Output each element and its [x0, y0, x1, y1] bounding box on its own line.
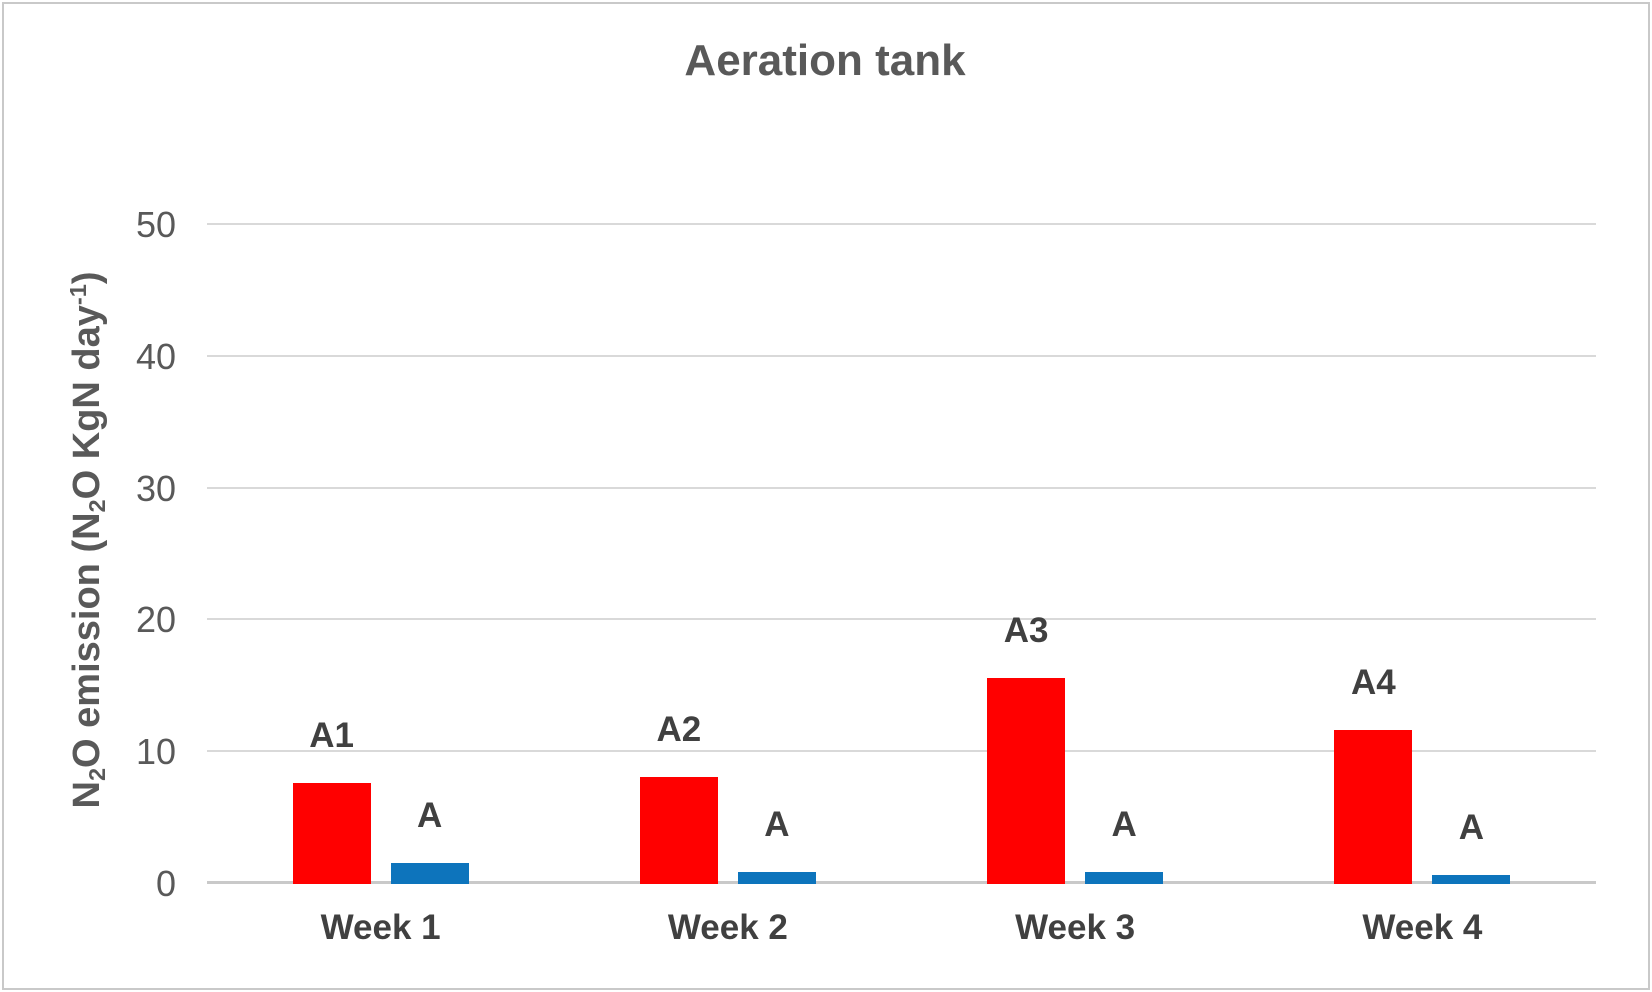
y-tick-label: 0 [155, 863, 176, 904]
chart-title: Aeration tank [684, 36, 966, 85]
x-axis-label: Week 4 [1362, 908, 1483, 947]
bar-label: A [1111, 805, 1137, 844]
bar-label: A3 [1003, 611, 1049, 650]
y-axis-title-segment: ) [66, 271, 109, 285]
gridline [207, 750, 1596, 753]
bar-blue-week-1 [390, 863, 469, 884]
gridline [207, 486, 1596, 489]
x-axis-label: Week 3 [1015, 908, 1136, 947]
y-axis-title-segment: O emission (N [66, 512, 109, 768]
y-tick-label: 20 [135, 599, 176, 641]
bar-blue-week-4 [1432, 875, 1511, 884]
bar-label: A [1458, 808, 1485, 847]
bar-red-week-1 [292, 783, 371, 884]
y-axis-title-segment: -1 [65, 284, 92, 306]
bar-red-week-3 [987, 678, 1066, 884]
bar-label: A1 [309, 716, 354, 755]
bar-label: A4 [1351, 663, 1396, 702]
y-tick-label: 10 [135, 731, 176, 773]
bar-label: A2 [656, 710, 702, 749]
bar-label: A [416, 796, 443, 835]
gridline [207, 354, 1596, 357]
bar-blue-week-2 [737, 872, 816, 884]
x-axis-line [207, 881, 1596, 884]
bar-label: A [764, 805, 790, 844]
y-tick-label: 50 [135, 204, 176, 245]
bar-red-week-2 [639, 777, 718, 884]
x-axis-label: Week 2 [667, 908, 788, 947]
y-tick-label: 40 [135, 335, 176, 377]
plot-area: A1 A A2 A A3 A A4 A [207, 223, 1596, 884]
bar-red-week-4 [1334, 730, 1413, 884]
gridline [207, 223, 1596, 225]
y-tick-label: 30 [135, 467, 176, 509]
x-axis-label: Week 1 [320, 908, 441, 947]
y-axis-title-segment: N [66, 781, 109, 809]
gridline [207, 618, 1596, 621]
bar-blue-week-3 [1085, 872, 1164, 884]
